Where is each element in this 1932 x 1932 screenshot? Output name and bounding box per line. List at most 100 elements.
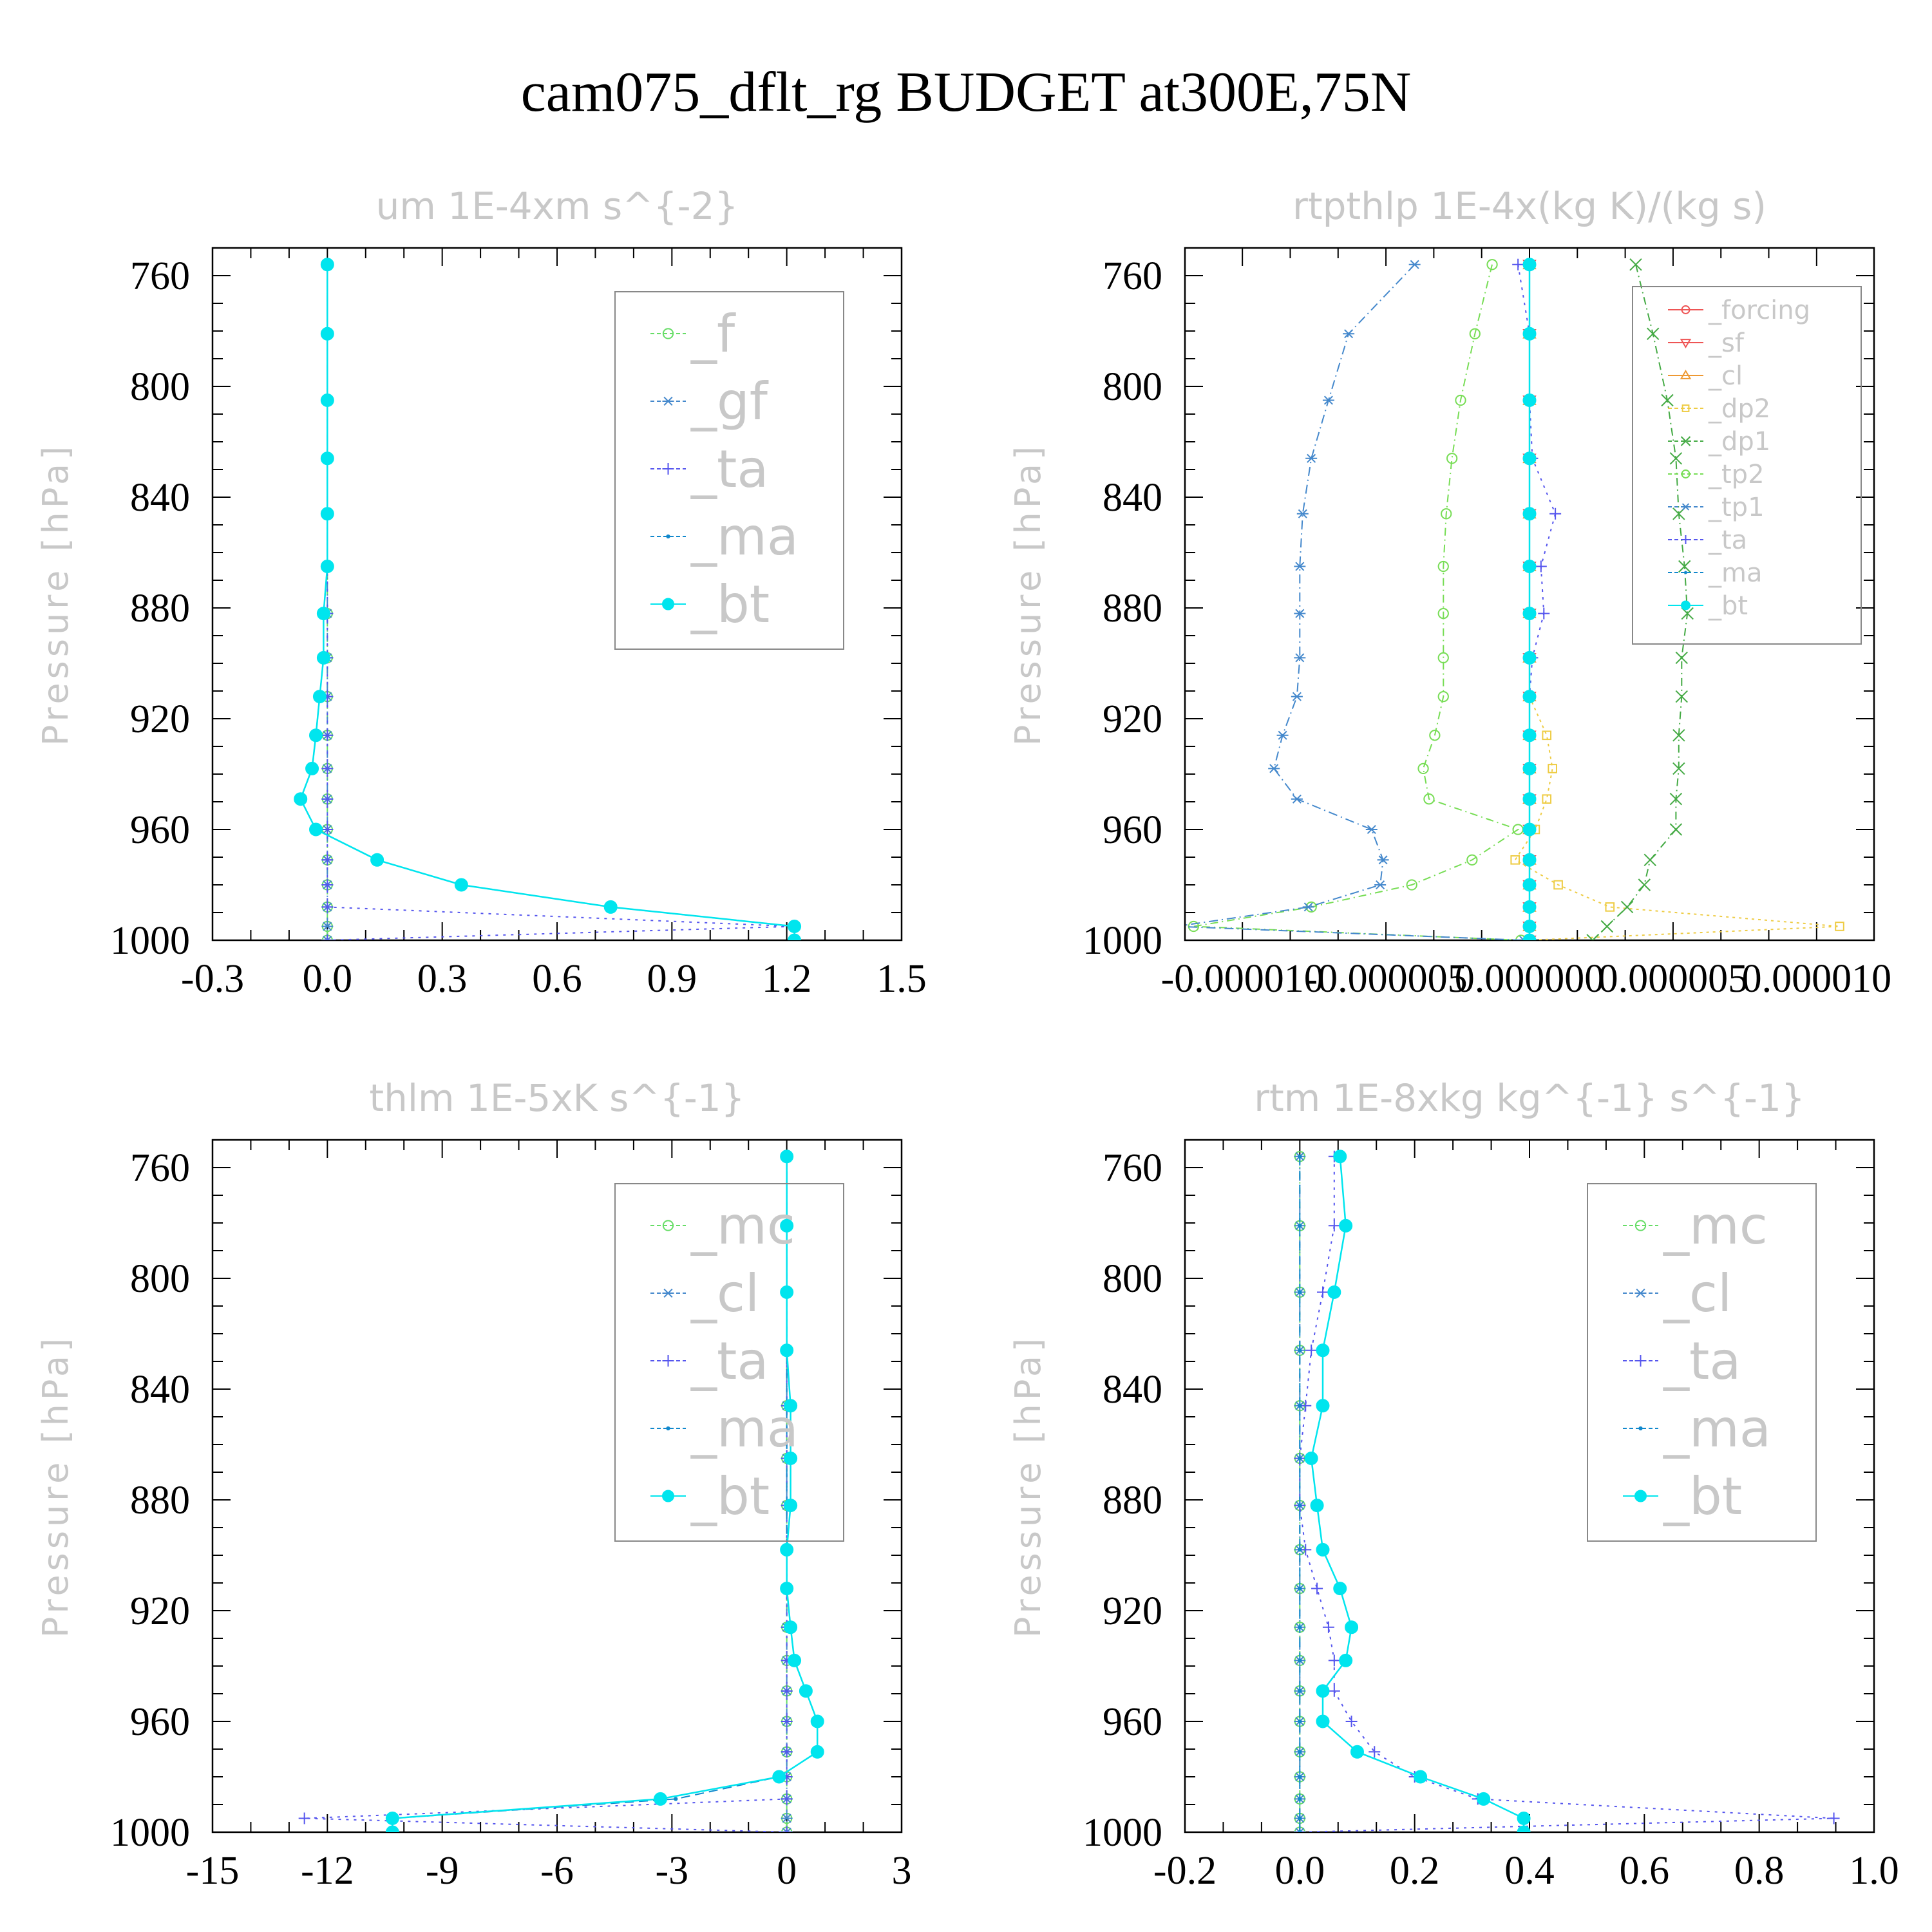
data-point bbox=[1522, 761, 1537, 775]
data-point bbox=[788, 1653, 802, 1667]
legend: _forcing _sf_cl_dp2_dp1 _tp2 _tp1 _ta _ma_bt bbox=[1632, 286, 1862, 645]
legend-label: _mc bbox=[1663, 1196, 1768, 1256]
series-line bbox=[392, 1156, 819, 1832]
data-point bbox=[1294, 562, 1306, 571]
data-point bbox=[1638, 878, 1651, 891]
legend-marker bbox=[666, 534, 670, 539]
data-point bbox=[781, 1827, 793, 1832]
data-point bbox=[1316, 1542, 1330, 1557]
data-point bbox=[1414, 1770, 1428, 1784]
y-tick-label: 760 bbox=[1103, 254, 1162, 298]
x-tick-label: 0.4 bbox=[1504, 1849, 1555, 1893]
data-point bbox=[1298, 1548, 1302, 1552]
y-axis-label: Pressure [hPa] bbox=[1008, 1334, 1048, 1638]
data-point bbox=[1522, 507, 1537, 521]
data-point bbox=[781, 1685, 793, 1697]
data-point bbox=[784, 1620, 798, 1634]
data-point bbox=[1620, 900, 1634, 914]
data-point bbox=[780, 1542, 794, 1557]
data-point bbox=[1305, 453, 1318, 463]
legend-label: _ma bbox=[1708, 558, 1762, 588]
data-point bbox=[1522, 258, 1537, 272]
legend-label: _ma bbox=[1663, 1399, 1771, 1459]
data-point bbox=[1672, 762, 1685, 775]
series-bt bbox=[1304, 1150, 1531, 1832]
data-point bbox=[454, 878, 468, 892]
data-point bbox=[1549, 507, 1562, 520]
series-line bbox=[1514, 264, 1840, 940]
data-point bbox=[1441, 508, 1452, 520]
legend-marker bbox=[1634, 1288, 1647, 1298]
y-tick-label: 1000 bbox=[110, 919, 190, 963]
panel-title: rtm 1E-8xkg kg^{-1} s^{-1} bbox=[1254, 1076, 1805, 1120]
data-point bbox=[1835, 922, 1844, 931]
legend-label: _ta bbox=[690, 439, 768, 499]
data-point bbox=[1553, 880, 1563, 890]
data-point bbox=[1333, 1582, 1347, 1596]
data-point bbox=[654, 1792, 667, 1806]
data-point bbox=[603, 900, 618, 914]
data-point bbox=[1296, 509, 1309, 518]
legend-marker bbox=[666, 1426, 670, 1431]
data-point bbox=[321, 934, 334, 940]
legend-label: _cl bbox=[1663, 1264, 1732, 1323]
data-point bbox=[1522, 451, 1537, 466]
plot-area bbox=[1171, 257, 1844, 940]
data-point bbox=[1535, 560, 1547, 573]
data-point bbox=[1171, 922, 1182, 931]
legend: _f _gf _ta _ma _bt bbox=[614, 291, 844, 650]
y-tick-label: 920 bbox=[130, 697, 190, 741]
data-point bbox=[772, 1770, 786, 1784]
data-point bbox=[1298, 1290, 1302, 1294]
data-point bbox=[1298, 1625, 1302, 1629]
y-tick-label: 880 bbox=[1103, 1479, 1162, 1522]
data-point bbox=[321, 901, 334, 913]
legend-label: _tp1 bbox=[1708, 493, 1765, 522]
y-axis-label: Pressure [hPa] bbox=[35, 1334, 76, 1638]
legend-marker bbox=[662, 396, 674, 406]
legend-label: _ma bbox=[690, 507, 799, 567]
plot-frame bbox=[211, 1139, 903, 1833]
data-point bbox=[799, 1684, 813, 1698]
data-point bbox=[810, 1714, 824, 1728]
data-point bbox=[321, 935, 334, 940]
y-tick-label: 760 bbox=[1103, 1146, 1162, 1190]
y-tick-label: 880 bbox=[1103, 587, 1162, 630]
panel-title: um 1E-4xm s^{-2} bbox=[376, 184, 739, 228]
x-tick-label: -12 bbox=[301, 1849, 354, 1893]
legend-box bbox=[1587, 1183, 1817, 1542]
y-tick-label: 960 bbox=[1103, 1700, 1162, 1744]
data-point bbox=[1327, 1285, 1341, 1299]
y-axis-label: Pressure [hPa] bbox=[35, 442, 76, 746]
data-point bbox=[1600, 920, 1614, 933]
legend-label: _tp2 bbox=[1708, 460, 1765, 489]
data-point bbox=[1517, 1825, 1531, 1832]
y-tick-label: 760 bbox=[130, 1146, 190, 1190]
data-point bbox=[1522, 792, 1537, 806]
data-point bbox=[1294, 609, 1306, 618]
data-point bbox=[1294, 1827, 1306, 1832]
data-point bbox=[298, 1812, 310, 1824]
plot-frame bbox=[211, 247, 903, 942]
data-point bbox=[1469, 328, 1481, 339]
legend-label: _ta bbox=[1708, 526, 1747, 555]
data-point bbox=[1586, 934, 1599, 940]
x-tick-label: 1.2 bbox=[762, 957, 812, 1001]
data-point bbox=[1437, 690, 1449, 703]
data-point bbox=[1522, 822, 1537, 837]
series-line bbox=[1310, 1156, 1525, 1832]
data-point bbox=[1298, 1797, 1302, 1801]
data-point bbox=[1672, 729, 1685, 742]
legend-label: _cl bbox=[690, 1264, 759, 1323]
legend: _mc _cl _ta _ma _bt bbox=[1587, 1183, 1817, 1542]
series-line bbox=[1517, 264, 1557, 940]
legend-marker bbox=[1634, 1490, 1647, 1502]
y-tick-label: 800 bbox=[1103, 1257, 1162, 1301]
x-tick-label: 0.6 bbox=[1620, 1849, 1670, 1893]
x-tick-label: 0.2 bbox=[1390, 1849, 1440, 1893]
legend-marker bbox=[1684, 571, 1687, 574]
legend-marker bbox=[1634, 1355, 1647, 1367]
data-point bbox=[1298, 1658, 1302, 1663]
data-point bbox=[1522, 560, 1537, 573]
data-point bbox=[1406, 879, 1417, 891]
